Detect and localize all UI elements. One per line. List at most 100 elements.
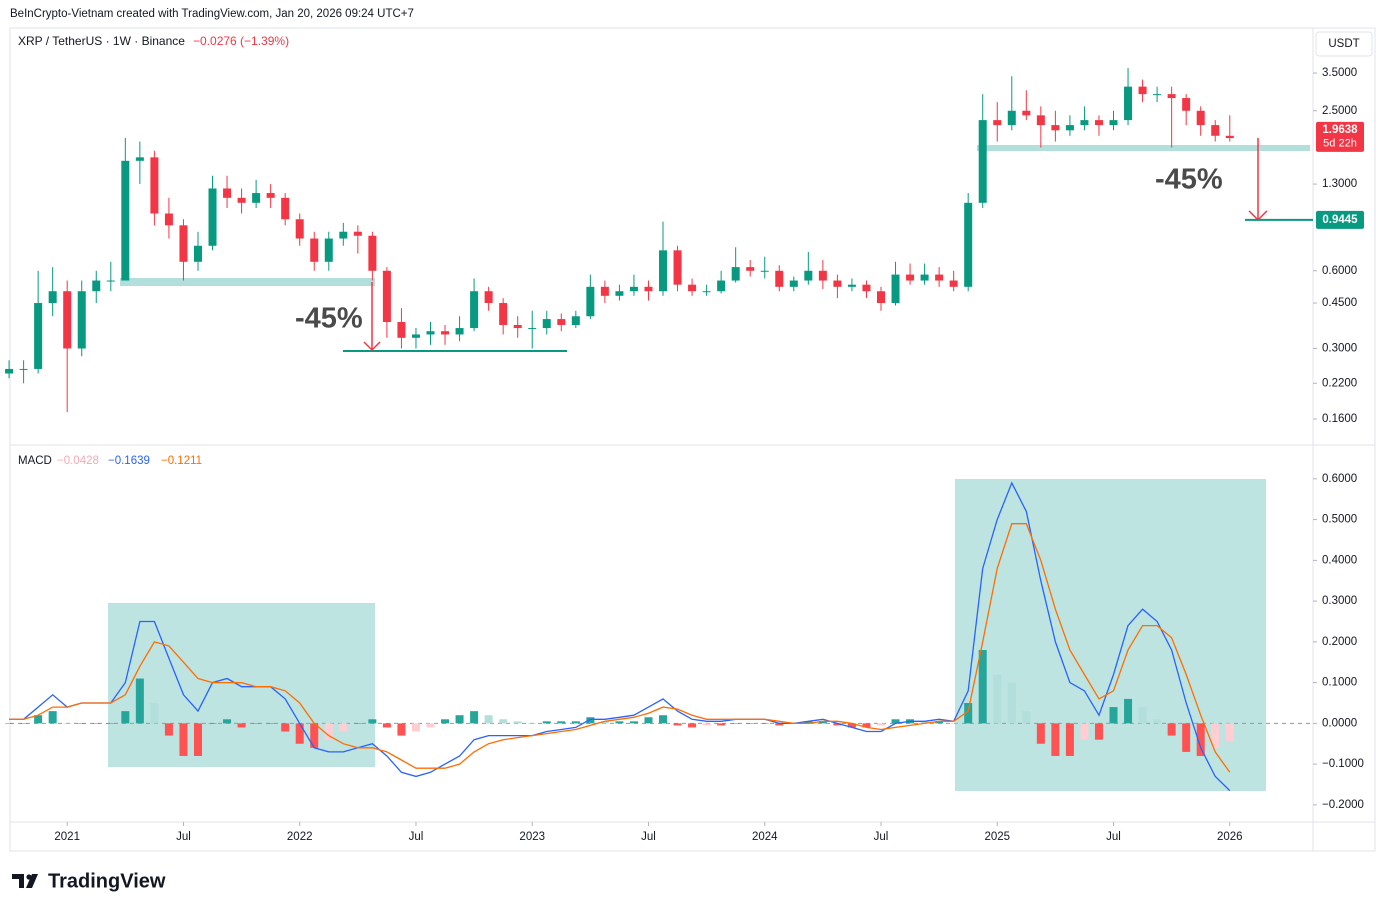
last-price: 1.9638 <box>1322 124 1358 136</box>
histogram-bar <box>1036 723 1045 744</box>
histogram-bar <box>193 723 202 756</box>
candle-body <box>19 368 28 370</box>
histogram-bar <box>528 723 537 724</box>
currency[interactable]: USDT <box>1328 38 1359 50</box>
candle-body <box>789 280 798 287</box>
histogram-bar <box>513 721 522 724</box>
histogram-bar <box>833 723 842 726</box>
histogram-bar <box>847 723 856 728</box>
y-tick-label: 0.3000 <box>1322 595 1357 607</box>
candle-body <box>935 274 944 281</box>
histogram-bar <box>1196 723 1205 756</box>
candle-body <box>557 319 566 325</box>
candle-body <box>513 324 522 329</box>
histogram-bar <box>746 723 755 724</box>
candle-body <box>368 235 377 271</box>
y-tick-label: 0.0000 <box>1322 717 1357 729</box>
candle-body <box>876 291 885 304</box>
histogram-bar <box>586 717 595 724</box>
histogram-bar <box>1138 707 1147 724</box>
y-tick-label: 2.5000 <box>1322 105 1357 117</box>
candle-body <box>295 219 304 239</box>
x-tick-label: Jul <box>176 831 191 843</box>
y-tick-label: 0.2000 <box>1322 636 1357 648</box>
candle-body <box>1138 86 1147 95</box>
histogram-bar <box>920 721 929 724</box>
y-tick-label: 0.6000 <box>1322 265 1357 277</box>
legend-value: −0.0428 <box>57 455 99 467</box>
histogram-bar <box>935 721 944 724</box>
y-tick-label: 0.1000 <box>1322 677 1357 689</box>
macd-line <box>9 523 1231 773</box>
histogram-bar <box>135 678 144 724</box>
candle-body <box>993 120 1002 126</box>
price-change: −0.0276 (−1.39%) <box>193 34 289 48</box>
candle-body <box>702 291 711 293</box>
candle-body <box>339 231 348 239</box>
candle-body <box>862 284 871 292</box>
x-tick-label: Jul <box>409 831 424 843</box>
x-tick-label: Jul <box>1106 831 1121 843</box>
histogram-bar <box>717 723 726 726</box>
histogram-bar <box>557 721 566 724</box>
candle-body <box>208 188 217 246</box>
y-tick-label: 0.4500 <box>1322 297 1357 309</box>
histogram-bar <box>441 719 450 724</box>
candle-body <box>77 291 86 349</box>
x-tick-label: 2024 <box>752 831 778 843</box>
highlight-box <box>108 603 375 767</box>
candle-body <box>281 197 290 220</box>
histogram-bar <box>600 721 609 724</box>
candle-body <box>1065 125 1074 131</box>
candle-body <box>1167 94 1176 99</box>
candle-body <box>397 321 406 338</box>
candle-body <box>833 280 842 287</box>
histogram-bar <box>252 723 261 724</box>
y-tick-label: 0.2200 <box>1322 377 1357 389</box>
candle-body <box>760 270 769 272</box>
arrow <box>363 282 381 352</box>
currency-button[interactable] <box>1315 31 1373 57</box>
histogram-bar <box>760 723 769 724</box>
candle-body <box>455 328 464 335</box>
candle-body <box>1153 94 1162 96</box>
candle-body <box>629 286 638 292</box>
histogram-bar <box>571 721 580 724</box>
histogram-bar <box>426 723 435 728</box>
candle-body <box>978 120 987 203</box>
candle-body <box>135 157 144 161</box>
candle-body <box>818 270 827 281</box>
candle-body <box>499 303 508 325</box>
histogram-bar <box>1211 723 1220 748</box>
histogram-bar <box>63 723 72 724</box>
candle-body <box>164 213 173 226</box>
candle-body <box>1022 110 1031 116</box>
x-tick-label: 2022 <box>287 831 313 843</box>
histogram-bar <box>688 723 697 728</box>
countdown: 5d 22h <box>1323 138 1357 150</box>
candle-body <box>906 274 915 281</box>
highlight-box <box>955 479 1266 791</box>
logo-icon-dot <box>26 874 32 880</box>
x-tick-label: 2026 <box>1217 831 1243 843</box>
candle-body <box>1080 120 1089 126</box>
target-label-box <box>1316 210 1364 229</box>
histogram-bar <box>644 717 653 724</box>
histogram-bar <box>310 723 319 748</box>
histogram-bar <box>615 721 624 724</box>
candle-body <box>688 284 697 292</box>
annotation: -45% <box>295 303 363 335</box>
x-tick-label: Jul <box>874 831 889 843</box>
histogram-bar <box>208 723 217 724</box>
last-price-box <box>1316 121 1364 152</box>
candle-body <box>48 291 57 304</box>
histogram-bar <box>1167 723 1176 736</box>
candle-body <box>1051 125 1060 131</box>
histogram-bar <box>775 723 784 726</box>
x-tick-label: 2021 <box>54 831 80 843</box>
candle-body <box>470 291 479 329</box>
macd-title: MACD <box>18 455 52 467</box>
histogram-bar <box>949 723 958 724</box>
target-label: 0.9445 <box>1322 214 1358 226</box>
candle-body <box>1225 135 1234 139</box>
